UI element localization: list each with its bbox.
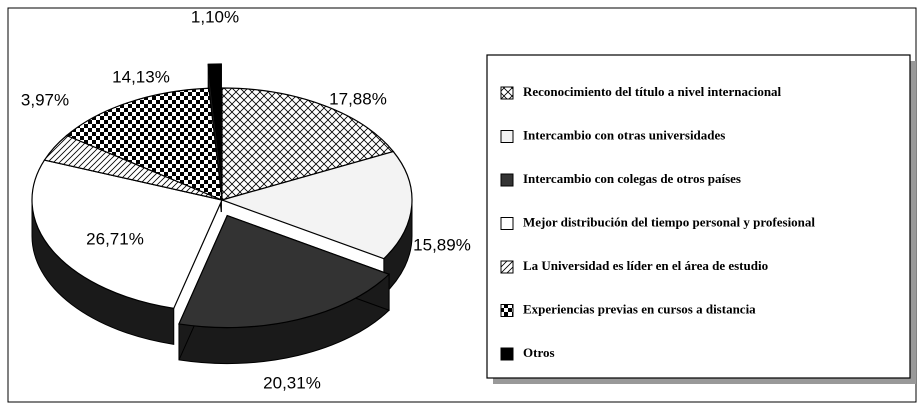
legend-label: Experiencias previas en cursos a distanc… [523,301,756,316]
legend-swatch [500,130,514,143]
pie-slice [65,87,223,201]
legend-swatch [500,217,514,230]
legend-label: Reconocimiento del título a nivel intern… [523,84,782,99]
pie: 17,88% 15,89% 20,31% 26,71% 3,97% 14,13% 1,10% [21,7,471,392]
legend-swatch [500,304,514,317]
legend-swatch [500,86,514,100]
legend-label: La Universidad es líder en el área de es… [523,258,768,273]
value-label: 15,89% [413,235,471,254]
value-label: 26,71% [86,229,144,248]
legend-items: Reconocimiento del título a nivel intern… [500,84,815,361]
legend-swatch [500,173,514,187]
pie-slice [207,63,222,177]
value-label: 14,13% [112,67,170,86]
legend-label: Otros [523,345,555,360]
legend-swatch [500,260,514,274]
legend [486,54,911,379]
legend-label: Intercambio con colegas de otros países [523,171,741,186]
value-label: 3,97% [21,90,69,109]
pie-slice [31,159,223,309]
value-label: 1,10% [191,7,239,26]
legend-swatch [500,347,514,361]
value-label: 17,88% [329,89,387,108]
pie-slice [220,150,413,260]
pie-slice [178,214,391,329]
legend-label: Mejor distribución del tiempo personal y… [523,214,815,229]
value-label: 20,31% [263,373,321,392]
legend-label: Intercambio con otras universidades [523,127,725,142]
pie-slice [221,87,395,201]
